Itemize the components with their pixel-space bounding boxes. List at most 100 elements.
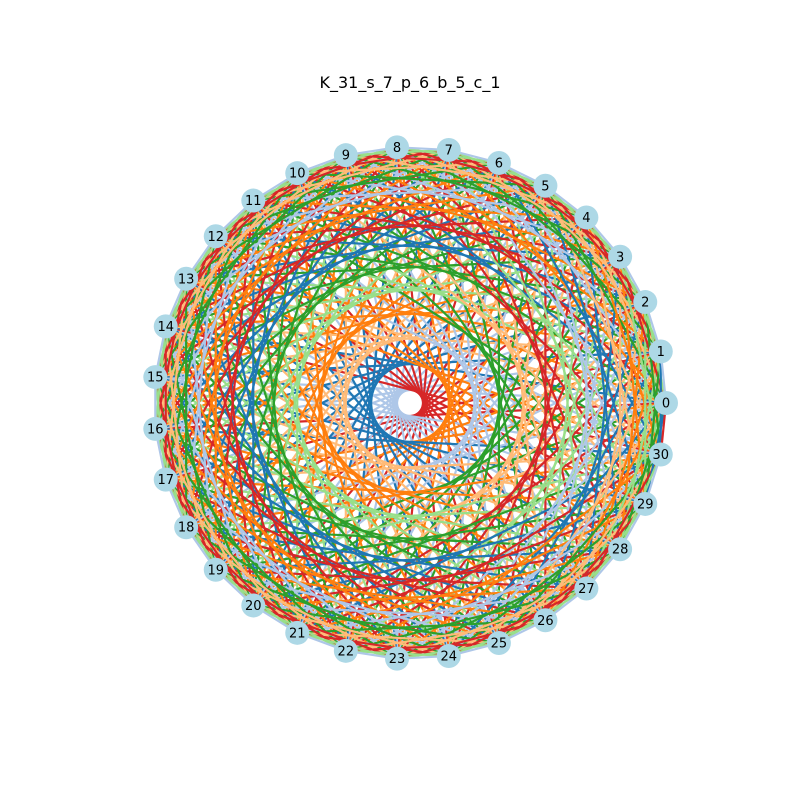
node-21: 21 — [285, 620, 310, 645]
node-circle — [153, 314, 178, 339]
node-26: 26 — [533, 608, 558, 633]
edge-16-26 — [154, 427, 546, 622]
edge-2-23 — [396, 301, 647, 660]
node-label: 4 — [582, 211, 590, 226]
node-circle — [143, 416, 168, 441]
node-label: 16 — [147, 422, 164, 437]
node-13: 13 — [174, 266, 199, 291]
edge-27-30 — [585, 453, 662, 590]
edge-15-30 — [155, 376, 661, 456]
node-label: 3 — [616, 250, 624, 265]
node-circle — [633, 491, 658, 516]
node-circle — [153, 467, 178, 492]
node-label: 5 — [541, 179, 549, 194]
node-label: 23 — [389, 652, 406, 667]
node-label: 10 — [289, 167, 306, 182]
node-6: 6 — [486, 150, 511, 175]
graph-title: K_31_s_7_p_6_b_5_c_1 — [319, 73, 500, 93]
node-label: 2 — [641, 296, 649, 311]
node-label: 29 — [637, 497, 654, 512]
node-circle — [143, 365, 168, 390]
edge-21-30 — [296, 453, 662, 634]
edge-1-22 — [345, 350, 662, 652]
node-18: 18 — [174, 515, 199, 540]
node-24: 24 — [436, 644, 461, 669]
edge-17-27 — [165, 478, 587, 590]
node-circle — [285, 161, 310, 186]
node-circle — [486, 150, 511, 175]
node-20: 20 — [241, 593, 266, 618]
edge-14-24 — [164, 325, 450, 657]
node-7: 7 — [436, 137, 461, 162]
node-label: 15 — [147, 371, 164, 386]
node-label: 26 — [537, 614, 554, 629]
node-circle — [436, 644, 461, 669]
node-circle — [436, 137, 461, 162]
node-label: 28 — [612, 543, 629, 558]
node-circle — [648, 339, 673, 364]
node-circle — [608, 244, 633, 269]
node-circle — [241, 593, 266, 618]
edge-14-30 — [165, 325, 662, 456]
edge-3-13 — [186, 255, 621, 280]
edge-4-25 — [497, 217, 588, 644]
edge-20-29 — [253, 502, 646, 607]
edge-11-21 — [252, 200, 299, 633]
edge-4-14 — [165, 216, 587, 328]
node-label: 13 — [178, 272, 195, 287]
node-10: 10 — [285, 161, 310, 186]
edge-20-30 — [252, 453, 662, 607]
node-25: 25 — [486, 631, 511, 656]
edge-0-21 — [296, 402, 667, 634]
node-label: 25 — [491, 637, 508, 652]
node-label: 0 — [662, 397, 670, 412]
node-14: 14 — [153, 314, 178, 339]
edge-1-11 — [252, 199, 662, 353]
node-circle — [285, 620, 310, 645]
node-circle — [241, 188, 266, 213]
node-label: 14 — [157, 320, 174, 335]
node-30: 30 — [648, 442, 673, 467]
node-circle — [648, 442, 673, 467]
edge-0-10 — [296, 172, 667, 404]
edge-7-29 — [447, 149, 647, 505]
edge-6-27 — [497, 162, 588, 589]
edge-7-28 — [447, 149, 622, 550]
node-4: 4 — [574, 205, 599, 230]
node-label: 30 — [652, 448, 669, 463]
edge-19-28 — [215, 548, 621, 571]
edge-6-16 — [154, 162, 500, 430]
node-label: 21 — [289, 626, 306, 641]
node-8: 8 — [385, 135, 410, 160]
node-27: 27 — [574, 576, 599, 601]
node-circle — [533, 173, 558, 198]
edge-13-23 — [185, 278, 398, 660]
edge-8-18 — [185, 146, 398, 528]
node-label: 27 — [578, 582, 595, 597]
node-circle — [486, 631, 511, 656]
node-0: 0 — [654, 391, 678, 415]
node-29: 29 — [633, 491, 658, 516]
node-label: 20 — [245, 599, 262, 614]
node-19: 19 — [203, 557, 228, 582]
edge-18-27 — [186, 526, 587, 590]
edge-3-24 — [447, 256, 622, 657]
edge-18-28 — [186, 526, 621, 551]
node-circle — [574, 576, 599, 601]
node-label: 7 — [445, 143, 453, 158]
edge-12-22 — [214, 235, 347, 652]
edge-9-30 — [345, 154, 662, 456]
edge-5-15 — [154, 184, 546, 379]
edge-2-30 — [644, 301, 662, 455]
node-circle — [533, 608, 558, 633]
node-circle — [333, 143, 358, 168]
node-circle — [574, 205, 599, 230]
node-label: 1 — [657, 345, 665, 360]
edge-15-24 — [154, 376, 450, 657]
node-22: 22 — [333, 638, 358, 663]
node-11: 11 — [241, 188, 266, 213]
node-5: 5 — [533, 173, 558, 198]
node-circle — [385, 646, 410, 671]
edge-19-29 — [215, 502, 646, 571]
